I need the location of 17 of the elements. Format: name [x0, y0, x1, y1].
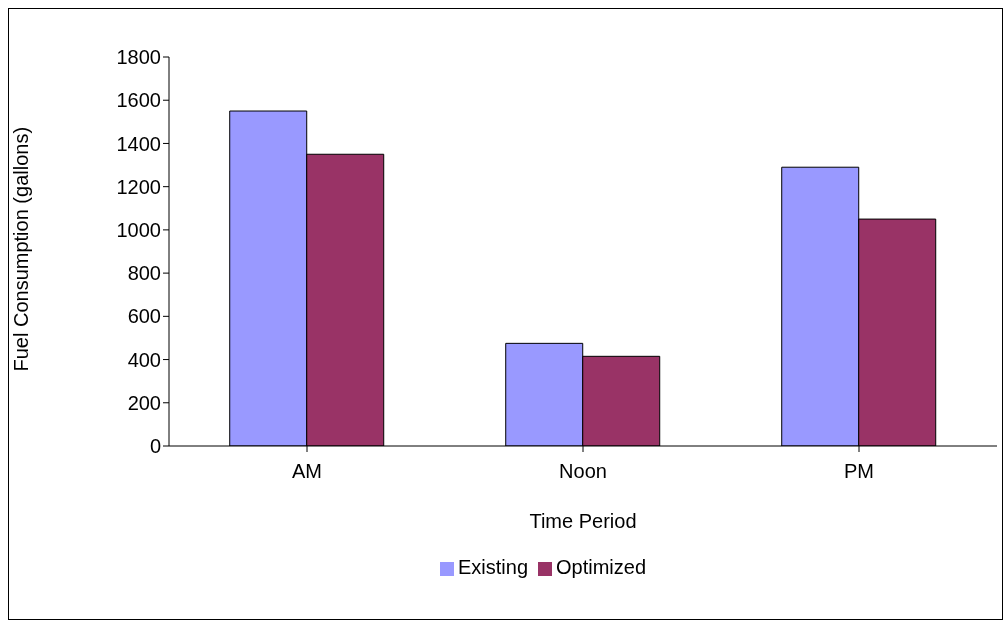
y-tick-label: 200 — [127, 391, 161, 414]
y-axis-title: Fuel Consumption (gallons) — [10, 126, 33, 372]
y-tick-label: 600 — [127, 305, 161, 328]
y-tick-label: 1200 — [116, 175, 161, 198]
y-tick-label: 1800 — [116, 46, 161, 69]
y-tick-label: 1000 — [116, 218, 161, 241]
x-tick-label: AM — [292, 460, 322, 483]
legend-label: Existing — [457, 556, 528, 578]
y-tick-label: 400 — [127, 348, 161, 371]
x-axis-title: Time Period — [529, 510, 637, 533]
y-tick-label: 1400 — [116, 132, 161, 155]
x-tick-label: Noon — [559, 460, 607, 483]
y-tick-label: 0 — [149, 435, 161, 458]
x-tick-label: PM — [844, 460, 874, 483]
y-tick-label: 800 — [127, 262, 161, 285]
y-tick-label: 1600 — [116, 89, 161, 112]
legend-label: Optimized — [556, 556, 647, 578]
